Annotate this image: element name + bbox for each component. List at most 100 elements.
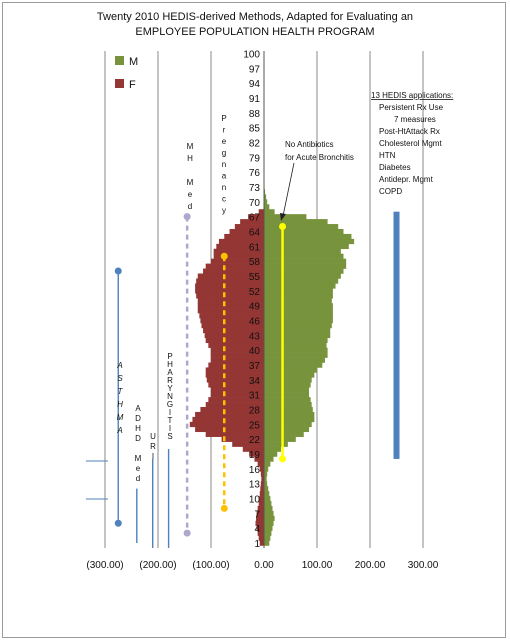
bar-female [203,268,264,274]
bar-male [264,258,347,264]
hedis-item: Diabetes [379,163,411,172]
bar-female [229,228,264,235]
adhd-med-label-letter: D [135,434,141,443]
bar-male [264,540,270,546]
bar-female [260,486,264,492]
y-tick-label: 52 [249,287,261,298]
legend: M F [115,56,138,91]
bar-male [264,293,333,299]
bronchitis-arrow [282,162,295,217]
bar-female [206,377,264,383]
bar-male [264,416,315,423]
bar-female [218,238,264,245]
bar-female [213,248,264,255]
bar-female [195,283,264,289]
hedis-item: Antidepr. Mgmt [379,175,434,184]
bar-female [197,273,264,279]
mh-med-label-letter: d [188,202,192,211]
y-tick-label: 49 [249,302,261,313]
bar-female [242,446,264,452]
bar-male [264,471,268,477]
legend-label-f: F [129,79,136,91]
pharyngitis-label-letter: I [169,424,171,433]
mh-med-label-letter: e [188,190,193,199]
y-tick-label: 34 [249,376,261,387]
bar-female [208,382,264,388]
pregnancy-label-letter: y [222,206,226,215]
bar-female [205,367,264,373]
bar-male [264,525,273,531]
uri-label-letter: R [150,442,156,451]
pharyngitis-label-letter: Y [167,384,173,393]
pregnancy-label-letter: g [222,149,226,158]
legend-swatch-m [115,56,124,65]
y-tick-label: 10 [249,494,261,505]
bar-male [264,441,288,447]
bar-male [264,491,270,497]
y-tick-label: 88 [249,109,261,120]
y-tick-label: 70 [249,198,261,209]
chart-frame: Twenty 2010 HEDIS-derived Methods, Adapt… [2,2,506,638]
bar-male [264,332,331,339]
bar-female [200,407,264,413]
pharyngitis-label-letter: N [167,392,173,401]
bar-male [264,352,328,358]
y-tick-label: 7 [254,509,260,520]
bar-female [211,357,264,363]
x-tick-label: (100.00) [192,560,229,571]
bar-female [208,397,264,403]
bar-female [205,337,264,344]
y-tick-label: 31 [249,391,261,402]
pharyngitis-label-letter: R [167,376,173,385]
bar-male [264,535,271,541]
bar-female [260,481,264,487]
pregnancy-label-letter: a [222,172,227,181]
bar-male [264,233,352,240]
x-tick-label: 0.00 [254,560,274,571]
bar-male [264,278,339,284]
bar-female [195,411,264,418]
bar-male [264,382,311,388]
asthma-label-letter: M [117,413,124,422]
pharyngitis-label-letter: A [167,368,173,377]
bar-male [264,407,313,413]
bar-male [264,411,315,418]
pharyngitis-label-letter: S [167,432,172,441]
uri-label-letter: U [150,432,156,441]
bar-male [264,431,304,437]
mh-med-label-letter: M [187,178,194,187]
bronchitis-label-line-1: No Antibiotics [285,140,333,149]
bar-female [197,308,264,314]
bar-male [264,505,273,512]
bar-female [205,372,264,378]
bar-male [264,500,272,507]
bar-female [221,436,264,442]
bar-male [264,209,275,215]
y-tick-label: 91 [249,94,261,105]
bar-male [264,219,328,225]
bar-female [199,313,264,319]
bar-male [264,214,307,220]
pregnancy-label-letter: e [222,137,227,146]
bar-female [257,530,264,536]
y-tick-label: 16 [249,465,261,476]
bar-female [211,387,264,393]
y-tick-label: 82 [249,138,261,149]
bar-male [264,238,355,245]
method-line-endpoint [220,504,228,512]
hedis-applications-list: 13 HEDIS applications: Persistent Rx Use… [371,91,453,196]
y-tick-label: 79 [249,153,261,164]
y-tick-label: 76 [249,168,261,179]
bar-female [256,515,264,522]
hedis-heading: 13 HEDIS applications: [371,91,453,100]
y-tick-label: 64 [249,227,261,238]
bar-female [192,416,264,423]
method-line-endpoint [114,267,122,275]
bar-female [196,278,264,284]
bar-female [257,461,264,467]
asthma-label-letter: A [116,426,122,435]
adhd-med-label-letter: D [135,414,141,423]
y-tick-label: 37 [249,361,261,372]
x-tick-label: 300.00 [408,560,439,571]
method-line-endpoint [183,529,191,537]
